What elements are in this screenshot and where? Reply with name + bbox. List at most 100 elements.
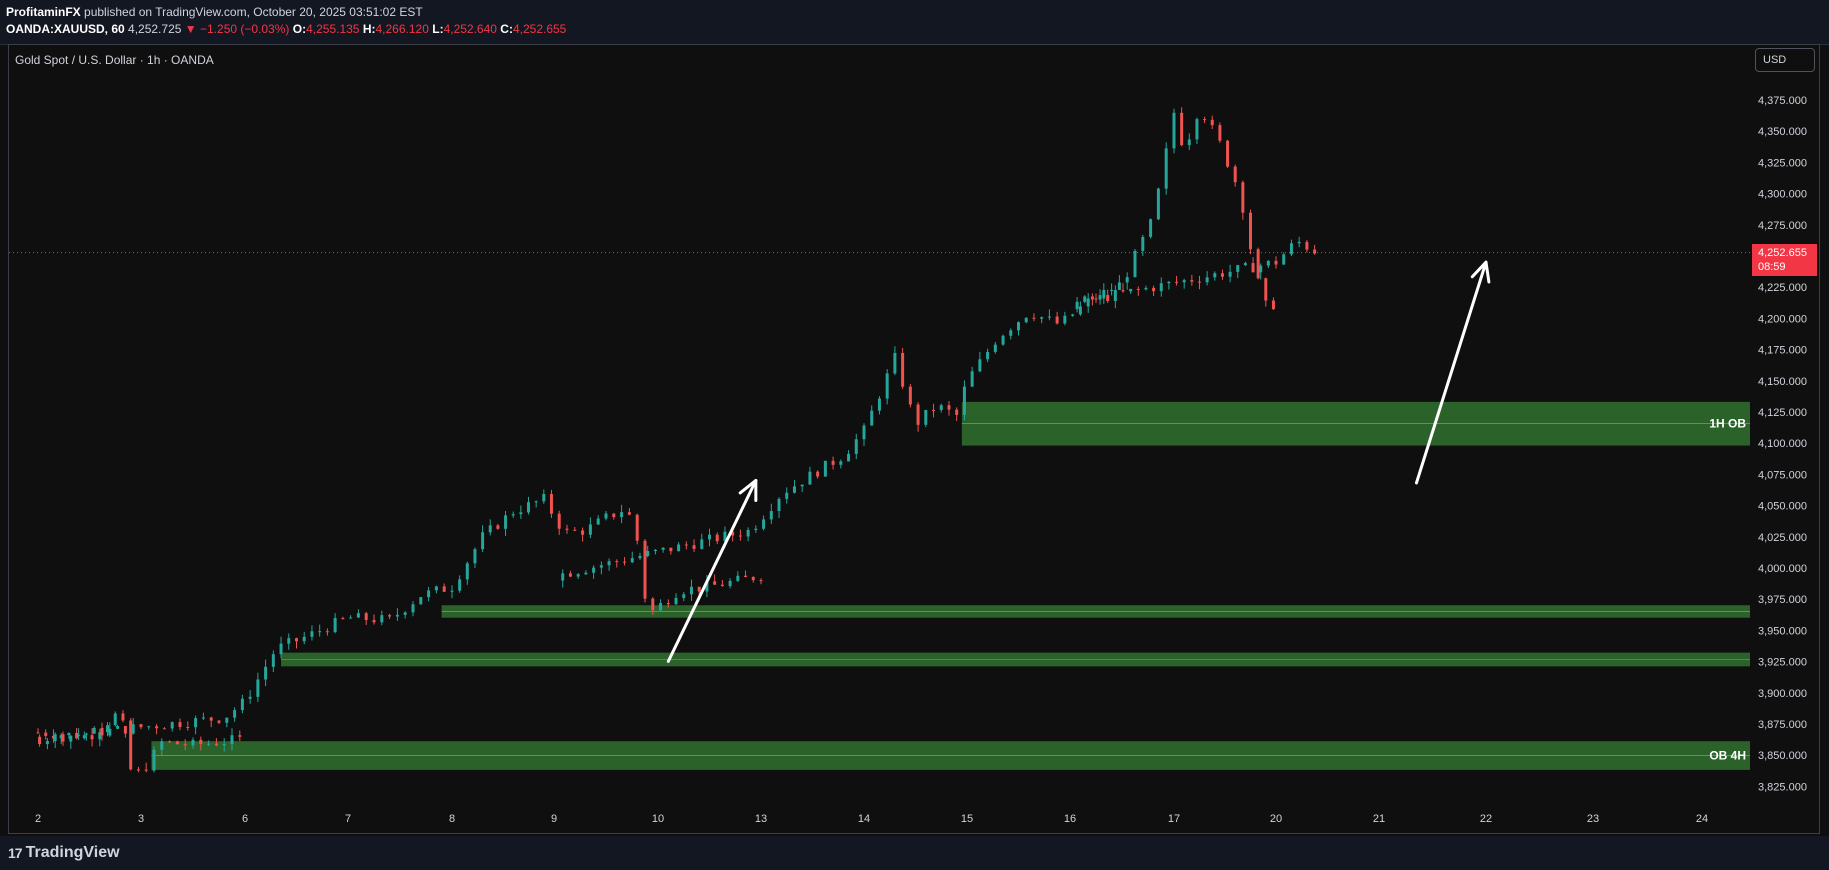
candle-body	[1167, 281, 1171, 284]
x-axis-tick-label: 17	[1168, 813, 1180, 825]
low-label: L:	[432, 22, 444, 36]
y-axis-tick-label: 3,825.000	[1758, 781, 1807, 793]
y-axis-tick-label: 4,225.000	[1758, 282, 1807, 294]
x-axis-tick-label: 23	[1587, 813, 1599, 825]
candle-body	[1129, 288, 1133, 292]
y-axis-tick-label: 4,275.000	[1758, 220, 1807, 232]
candle-body	[584, 572, 588, 575]
y-axis-tick-label: 4,000.000	[1758, 563, 1807, 575]
price-chart[interactable]: 1H OB OB 4H 4,375.000 4,350.000 4,325.000 4,3…	[0, 0, 1829, 836]
candle-body	[816, 471, 820, 477]
candle-body	[36, 732, 40, 734]
candle-body	[689, 586, 693, 595]
candle-body	[1220, 273, 1224, 277]
candle-body	[630, 558, 634, 563]
quote-line: OANDA:XAUUSD, 60 4,252.725 ▼ −1.250 (−0.…	[6, 22, 566, 36]
candle-body	[1282, 254, 1286, 265]
candle-body	[638, 555, 642, 559]
candle-body	[588, 524, 592, 535]
candle-body	[1313, 249, 1317, 254]
candle-body	[854, 439, 858, 454]
candle-body	[674, 597, 678, 605]
current-price-value: 4,252.655	[1758, 247, 1807, 259]
candle-body	[623, 561, 627, 563]
candle-body	[808, 471, 812, 485]
y-axis-tick-label: 4,325.000	[1758, 157, 1807, 169]
symbol-label[interactable]: OANDA:XAUUSD, 60	[6, 22, 125, 36]
candle-body	[191, 739, 195, 746]
candle-body	[199, 739, 203, 745]
candle-body	[1071, 314, 1075, 316]
candle-body	[67, 732, 71, 736]
change-value: −1.250 (−0.03%)	[200, 22, 290, 36]
tradingview-logo[interactable]: 17 TradingView	[8, 844, 120, 862]
candle-body	[178, 722, 182, 727]
candle-body	[419, 597, 423, 605]
candle-body	[955, 409, 959, 415]
candle-body	[230, 735, 234, 744]
candle-body	[201, 717, 205, 719]
y-axis-tick-label: 4,300.000	[1758, 189, 1807, 201]
candle-body	[160, 741, 164, 750]
close-label: C:	[500, 22, 513, 36]
order-block-label: 1H OB	[1709, 417, 1746, 431]
candle-body	[61, 734, 65, 742]
candle-body	[870, 410, 874, 426]
candle-body	[877, 398, 881, 411]
candle-body	[1075, 301, 1079, 310]
candle-body	[565, 528, 569, 530]
y-axis-tick-label: 4,075.000	[1758, 469, 1807, 481]
candle-body	[51, 735, 55, 739]
candle-body	[92, 727, 96, 734]
candle-body	[759, 580, 763, 582]
candle-body	[279, 643, 283, 655]
x-axis-tick-label: 16	[1064, 813, 1076, 825]
candle-body	[209, 717, 213, 721]
candle-body	[318, 631, 322, 633]
currency-button[interactable]: USD	[1755, 48, 1815, 72]
candle-body	[1249, 212, 1252, 250]
x-axis-tick-label: 21	[1373, 813, 1385, 825]
y-axis-tick-label: 3,875.000	[1758, 719, 1807, 731]
candle-body	[659, 603, 663, 611]
candle-body	[450, 590, 454, 592]
candle-body	[713, 581, 717, 585]
candle-body	[561, 573, 565, 581]
candle-body	[106, 725, 110, 733]
x-axis-tick-label: 2	[35, 813, 41, 825]
candle-body	[599, 565, 603, 568]
candle-body	[1040, 317, 1044, 319]
author-name[interactable]: ProfitaminFX	[6, 5, 81, 19]
trend-arrow-head	[1470, 260, 1491, 284]
candle-body	[458, 579, 462, 591]
candle-body	[131, 724, 135, 734]
candle-body	[557, 513, 561, 529]
candle-body	[1121, 290, 1125, 292]
candle-body	[144, 769, 148, 771]
candle-body	[885, 373, 889, 399]
candle-body	[823, 460, 827, 477]
candle-body	[993, 344, 997, 352]
candle-body	[129, 720, 133, 770]
candle-body	[939, 405, 943, 411]
candle-body	[708, 534, 711, 540]
candle-body	[769, 511, 773, 520]
candle-body	[947, 405, 951, 410]
candle-body	[1218, 125, 1222, 141]
candle-body	[1203, 119, 1207, 121]
candle-body	[168, 741, 172, 743]
candle-body	[1152, 287, 1156, 292]
candle-body	[604, 513, 608, 519]
candle-body	[728, 580, 732, 587]
candle-body	[1190, 280, 1194, 282]
candle-body	[986, 351, 990, 360]
candle-body	[287, 638, 291, 644]
candle-body	[1136, 288, 1140, 290]
publish-header: ProfitaminFX published on TradingView.co…	[0, 0, 1829, 45]
last-price: 4,252.725	[128, 22, 182, 36]
x-axis-tick-label: 14	[858, 813, 870, 825]
candle-body	[271, 654, 275, 667]
candle-body	[1078, 306, 1082, 315]
candle-body	[715, 534, 719, 542]
candle-body	[596, 518, 600, 525]
